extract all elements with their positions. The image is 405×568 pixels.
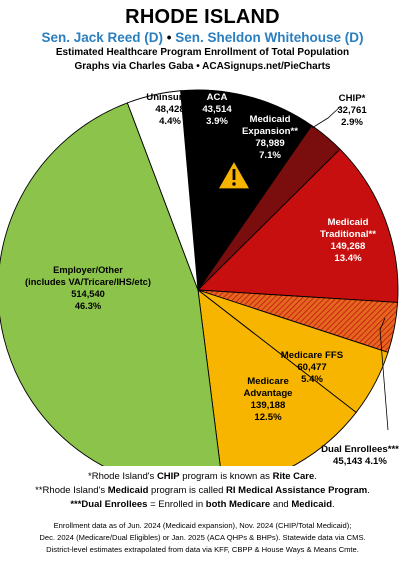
dual-enrollees-connector	[379, 317, 389, 431]
slice-label-aca: ACA 43,514 3.9%	[202, 92, 232, 127]
chip-connector	[311, 105, 342, 129]
chart-subtitle: Estimated Healthcare Program Enrollment …	[55, 47, 350, 58]
slice-label-medicare-advantage: Medicare Advantage 139,188 12.5%	[243, 376, 292, 423]
pie-slice-employer-other-includes-va-tricare-ihs-etc	[0, 102, 221, 466]
pie-chart: ACA 43,514 3.9% Medicaid Expansion** 78,989 7.…	[0, 89, 399, 466]
slice-label-medicare-ffs: Medicare FFS 60,477 5.4%	[281, 350, 344, 385]
footnote-dual-enrollees: ***Dual Enrollees = Enrolled in both Med…	[70, 499, 335, 510]
slice-label-employer-other-includes-va-tricare-ihs-etc: Employer/Other (includes VA/Tricare/IHS/e…	[25, 265, 151, 311]
senators-line: Sen. Jack Reed (D) • Sen. Sheldon Whiteh…	[0, 30, 405, 45]
slice-label-medicaid-traditional: Medicaid Traditional** 149,268 13.4%	[320, 217, 376, 264]
senator-1: Sen. Jack Reed (D)	[41, 30, 164, 45]
page-title: RHODE ISLAND	[125, 6, 280, 28]
label-connectors	[311, 105, 389, 431]
pie-slice-uninsured	[126, 90, 199, 291]
footnote-medicaid: **Rhode Island's Medicaid program is cal…	[35, 485, 370, 496]
bullet-separator: •	[163, 30, 176, 45]
slice-label-uninsured: Uninsured 48,428 4.4%	[146, 92, 194, 127]
source-note-line-2: Dec. 2024 (Medicare/Dual Eligibles) or J…	[39, 533, 366, 542]
pie-slice-medicaid-traditional	[196, 148, 399, 303]
source-note-line-1: Enrollment data as of Jun. 2024 (Medicai…	[53, 521, 352, 530]
pie-slice-medicare-advantage	[197, 288, 357, 466]
warning-triangle-icon	[216, 159, 252, 190]
footnote-chip: *Rhode Island's CHIP program is known as…	[88, 471, 317, 482]
senator-2: Sen. Sheldon Whitehouse (D)	[175, 30, 364, 45]
chart-credit: Graphs via Charles Gaba • ACASignups.net…	[74, 61, 331, 72]
source-note-line-3: District-level estimates extrapolated fr…	[46, 545, 359, 554]
slice-label-chip: CHIP* 32,761 2.9%	[337, 93, 367, 128]
slice-label-medicaid-expansion: Medicaid Expansion** 78,989 7.1%	[242, 114, 298, 161]
slice-label-dual-enrollees: Dual Enrollees*** 45,143 4.1%	[321, 444, 399, 466]
